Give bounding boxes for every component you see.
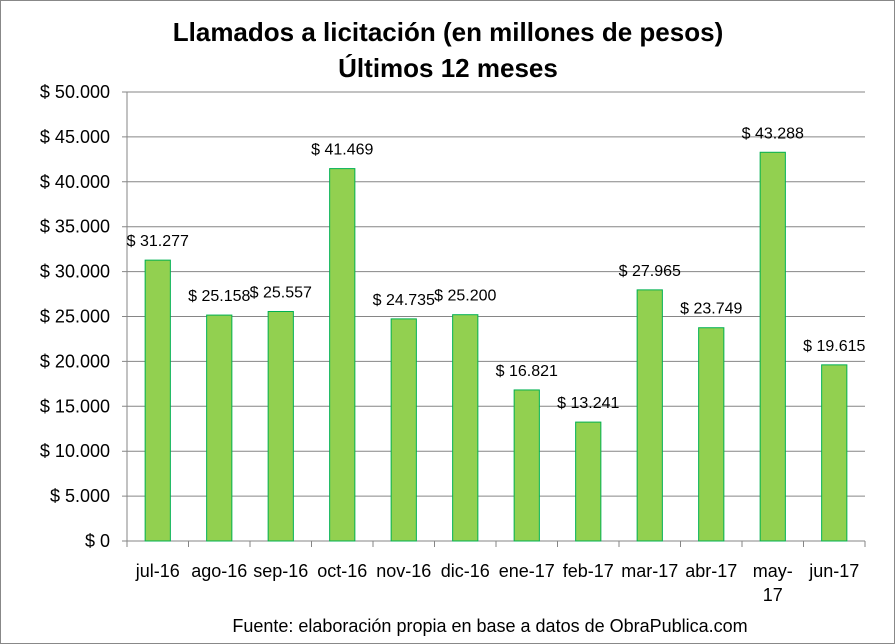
bar-dic-16 (452, 314, 479, 542)
bar-jun-17 (821, 364, 848, 542)
data-label: $ 16.821 (496, 363, 558, 380)
chart-title: Llamados a licitación (en millones de pe… (173, 17, 723, 47)
x-tick-label: dic-16 (441, 561, 490, 581)
y-tick-label: $ 50.000 (40, 82, 110, 102)
data-label: $ 25.557 (250, 284, 312, 301)
bar-jul-16 (144, 259, 171, 542)
bar-may-17 (759, 151, 786, 542)
y-tick-label: $ 40.000 (40, 172, 110, 192)
y-tick-label: $ 45.000 (40, 127, 110, 147)
y-tick-label: $ 35.000 (40, 217, 110, 237)
bar-sep-16 (267, 310, 294, 542)
x-tick-label: may- (753, 561, 793, 581)
data-label: $ 31.277 (127, 233, 189, 250)
bar-nov-16 (390, 318, 417, 542)
y-tick-label: $ 0 (85, 531, 110, 551)
data-label: $ 25.158 (188, 288, 250, 305)
x-tick-label: jul-16 (135, 561, 180, 581)
data-label: $ 41.469 (311, 142, 373, 159)
x-tick-label-cont: 17 (763, 585, 783, 605)
chart-subtitle: Últimos 12 meses (338, 53, 558, 83)
x-tick-label: nov-16 (376, 561, 431, 581)
y-tick-label: $ 30.000 (40, 262, 110, 282)
y-tick-label: $ 25.000 (40, 307, 110, 327)
bar-ene-17 (513, 389, 540, 542)
bar-oct-16 (329, 168, 356, 542)
y-tick-label: $ 10.000 (40, 441, 110, 461)
bar-ago-16 (206, 314, 233, 542)
x-tick-label: feb-17 (563, 561, 614, 581)
footnote: Fuente: elaboración propia en base a dat… (232, 616, 747, 636)
x-tick-label: sep-16 (253, 561, 308, 581)
data-label: $ 24.735 (373, 292, 435, 309)
y-tick-label: $ 15.000 (40, 396, 110, 416)
data-label: $ 13.241 (557, 395, 619, 412)
y-tick-label: $ 5.000 (50, 486, 110, 506)
bar-abr-17 (698, 327, 725, 542)
data-label: $ 23.749 (680, 301, 742, 318)
x-tick-label: jun-17 (808, 561, 859, 581)
x-tick-label: ago-16 (191, 561, 247, 581)
y-tick-label: $ 20.000 (40, 351, 110, 371)
data-label: $ 43.288 (742, 125, 804, 142)
x-tick-label: abr-17 (685, 561, 737, 581)
data-label: $ 27.965 (619, 263, 681, 280)
bar-feb-17 (575, 421, 602, 542)
x-tick-label: ene-17 (499, 561, 555, 581)
x-tick-label: oct-16 (317, 561, 367, 581)
x-tick-label: mar-17 (621, 561, 678, 581)
bar-mar-17 (636, 289, 663, 542)
data-label: $ 25.200 (434, 288, 496, 305)
data-label: $ 19.615 (803, 338, 865, 355)
